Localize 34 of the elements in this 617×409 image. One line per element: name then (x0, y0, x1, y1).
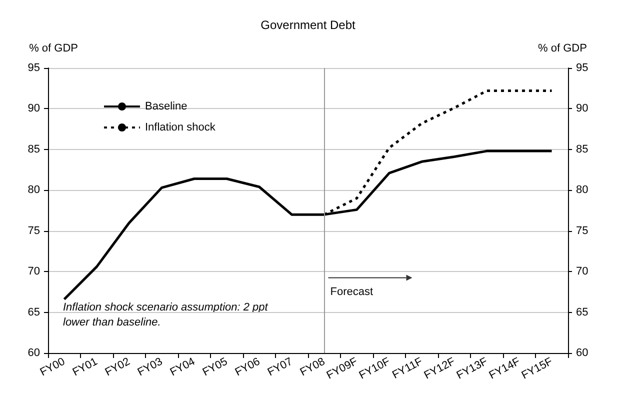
x-tick-label: FY02 (103, 356, 132, 379)
legend-label: Baseline (145, 100, 188, 112)
y2-tick-label: 65 (576, 306, 588, 318)
x-tick-label: FY08 (298, 356, 328, 379)
x-tick-label: FY07 (266, 356, 295, 379)
legend-label: Inflation shock (145, 122, 216, 134)
y-tick-label: 75 (28, 224, 40, 237)
x-tick-label: FY06 (233, 356, 262, 379)
y2-axis-title: % of GDP (538, 42, 587, 54)
annotation: Forecast (330, 286, 374, 298)
x-tick-label: FY03 (136, 356, 165, 379)
line-series (63, 150, 553, 301)
y-tick-label: 60 (28, 347, 40, 359)
y2-tick-label: 95 (576, 62, 588, 74)
x-tick-label: FY00 (38, 356, 68, 379)
y2-tick-label: 85 (576, 143, 588, 156)
y-tick-label: 65 (28, 306, 40, 318)
x-tick-label: FY01 (70, 356, 100, 379)
annotation: Inflation shock scenario assumption: 2 ppt lower than baseline. (63, 302, 271, 328)
line-series (323, 90, 553, 216)
y-tick-label: 80 (28, 184, 40, 196)
y-tick-label: 90 (28, 102, 40, 115)
y2-tick-label: 75 (576, 224, 588, 237)
x-tick-label: FY04 (168, 356, 198, 379)
y-tick-label: 85 (28, 143, 40, 156)
chart-title: Government Debt (260, 18, 356, 32)
y-tick-label: 70 (28, 266, 40, 278)
y2-tick-label: 90 (576, 102, 588, 115)
x-tick-label: FY05 (200, 356, 230, 379)
y2-tick-label: 70 (576, 266, 588, 278)
y-axis-title: % of GDP (29, 42, 78, 54)
y2-tick-label: 60 (576, 347, 588, 359)
y2-tick-label: 80 (576, 184, 588, 196)
y-tick-label: 95 (28, 62, 40, 74)
